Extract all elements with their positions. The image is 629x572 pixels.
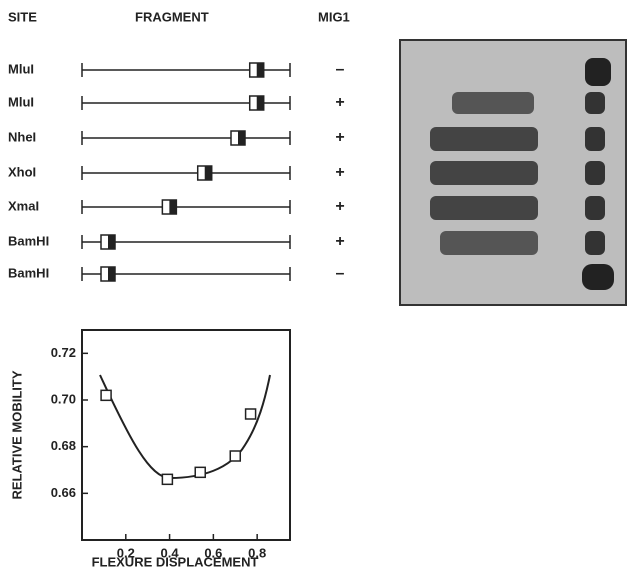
header-site: SITE <box>8 9 37 24</box>
gel <box>400 40 626 305</box>
data-point <box>230 451 240 461</box>
fit-curve <box>100 375 270 478</box>
site-marker-fill <box>205 166 212 180</box>
y-tick-label: 0.70 <box>51 391 76 406</box>
mig1-label: – <box>336 265 345 282</box>
data-point <box>162 474 172 484</box>
site-label: BamHI <box>8 265 49 280</box>
site-marker-fill <box>257 63 264 77</box>
y-axis-label: RELATIVE MOBILITY <box>9 370 24 499</box>
x-tick-label: 0.8 <box>248 545 266 560</box>
plot-frame <box>82 330 290 540</box>
site-marker-fill <box>238 131 245 145</box>
site-label: XhoI <box>8 164 36 179</box>
site-marker-fill <box>108 267 115 281</box>
x-tick-label: 0.2 <box>117 545 135 560</box>
mig1-label: + <box>335 164 344 181</box>
mig1-label: + <box>335 129 344 146</box>
site-label: BamHI <box>8 233 49 248</box>
data-point <box>195 467 205 477</box>
x-tick-label: 0.6 <box>204 545 222 560</box>
site-marker-fill <box>169 200 176 214</box>
site-marker-fill <box>257 96 264 110</box>
header-fragment: FRAGMENT <box>135 9 209 24</box>
mig1-label: + <box>335 94 344 111</box>
mig1-label: – <box>336 61 345 78</box>
mig1-label: + <box>335 198 344 215</box>
data-point <box>101 390 111 400</box>
site-label: MluI <box>8 61 34 76</box>
x-tick-label: 0.4 <box>161 545 180 560</box>
y-tick-label: 0.66 <box>51 485 76 500</box>
site-label: XmaI <box>8 198 39 213</box>
data-point <box>246 409 256 419</box>
mig1-label: + <box>335 233 344 250</box>
figure: SITE FRAGMENT MIG1 FLEXURE DISPLACEMENT … <box>0 0 629 572</box>
site-label: NheI <box>8 129 36 144</box>
y-tick-label: 0.68 <box>51 438 76 453</box>
y-tick-label: 0.72 <box>51 345 76 360</box>
site-label: MluI <box>8 94 34 109</box>
header-mig1: MIG1 <box>318 9 350 24</box>
site-marker-fill <box>108 235 115 249</box>
